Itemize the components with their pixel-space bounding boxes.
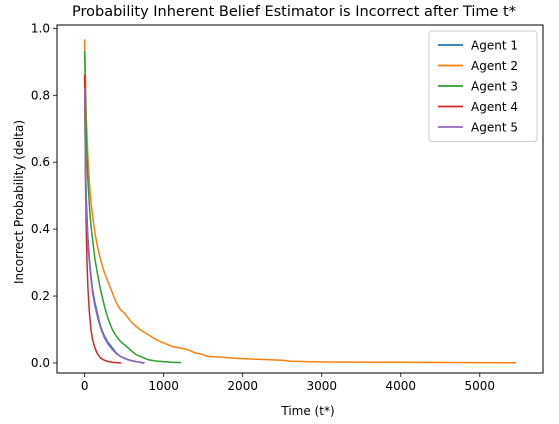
y-axis-label: Incorrect Probability (delta) xyxy=(12,120,26,284)
legend-label-1: Agent 1 xyxy=(471,39,518,53)
legend-label-2: Agent 2 xyxy=(471,59,518,73)
x-axis-label: Time (t*) xyxy=(280,404,334,418)
y-tick-label: 0.6 xyxy=(31,155,50,169)
chart-title: Probability Inherent Belief Estimator is… xyxy=(72,4,516,20)
series-layer xyxy=(83,39,517,364)
x-tick-label: 5000 xyxy=(465,379,496,393)
series-line-2 xyxy=(83,39,517,364)
y-axis-ticks: 0.0 0.2 0.4 0.6 0.8 1.0 xyxy=(31,21,57,370)
legend: Agent 1 Agent 2 Agent 3 Agent 4 Agent 5 xyxy=(428,30,538,142)
legend-box xyxy=(428,30,538,142)
x-tick-label: 0 xyxy=(81,379,89,393)
x-tick-label: 4000 xyxy=(385,379,416,393)
y-tick-label: 0.0 xyxy=(31,356,50,370)
y-tick-label: 0.8 xyxy=(31,88,50,102)
series-line-3 xyxy=(83,51,182,364)
legend-label-5: Agent 5 xyxy=(471,121,518,135)
x-tick-label: 1000 xyxy=(148,379,179,393)
x-tick-label: 2000 xyxy=(227,379,258,393)
legend-label-4: Agent 4 xyxy=(471,100,518,114)
series-line-5 xyxy=(83,87,145,364)
legend-label-3: Agent 3 xyxy=(471,80,518,94)
y-tick-label: 1.0 xyxy=(31,21,50,35)
y-tick-label: 0.2 xyxy=(31,289,50,303)
y-tick-label: 0.4 xyxy=(31,222,50,236)
series-line-4 xyxy=(83,74,122,364)
x-axis-ticks: 0 1000 2000 3000 4000 5000 xyxy=(81,373,495,393)
x-tick-label: 3000 xyxy=(306,379,337,393)
